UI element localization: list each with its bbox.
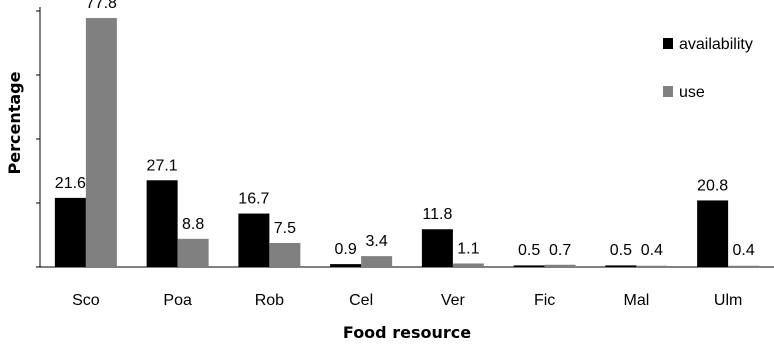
value-labels: 21.6 77.8 27.1 8.8 16.7 7.5 0.9 3.4 11.8 1.1 0.5 0.… [55,0,755,259]
bar-use-mal [636,265,668,267]
bar-use-ulm [728,265,760,267]
data-label-use-fic: 0.7 [549,242,571,259]
legend-swatch-use [663,86,673,97]
bar-availability-cel [330,264,362,267]
data-label-use-mal: 0.4 [641,242,663,259]
bar-use-sco [85,18,117,267]
bar-availability-mal [605,265,637,267]
legend-label-availability: availability [679,36,753,53]
data-label-use-ver: 1.1 [457,240,479,257]
x-tick-label-mal: Mal [623,292,649,309]
data-label-use-rob: 7.5 [274,220,296,237]
x-tick-label-poa: Poa [163,292,192,309]
bar-use-cel [361,256,393,267]
x-tick-label-cel: Cel [349,292,373,309]
data-label-use-ulm: 0.4 [733,242,755,259]
data-label-availability-sco: 21.6 [55,175,86,192]
x-tick-label-rob: Rob [255,292,284,309]
data-label-availability-fic: 0.5 [518,242,540,259]
bar-use-ver [452,263,484,267]
bars [54,18,760,267]
data-label-availability-cel: 0.9 [335,241,357,258]
data-label-availability-poa: 27.1 [147,157,178,174]
bar-availability-sco [54,197,86,267]
legend-label-use: use [679,84,705,101]
bar-availability-ver [421,229,453,267]
legend: availability use [663,36,753,101]
y-axis-title: Percentage [5,71,24,174]
bar-use-rob [269,243,301,267]
bar-availability-fic [513,265,545,267]
bar-availability-ulm [697,200,729,267]
data-label-availability-rob: 16.7 [238,191,269,208]
bar-use-poa [177,238,209,267]
bar-availability-rob [238,213,270,267]
bar-availability-poa [146,180,178,267]
x-tick-labels: Sco Poa Rob Cel Ver Fic Mal Ulm [72,292,742,309]
x-tick-label-sco: Sco [72,292,100,309]
data-label-use-poa: 8.8 [182,216,204,233]
x-axis-title: Food resource [343,323,471,342]
data-label-availability-ulm: 20.8 [697,177,728,194]
legend-swatch-availability [663,38,673,49]
data-label-availability-ver: 11.8 [422,206,452,223]
data-label-use-cel: 3.4 [366,233,388,250]
x-tick-label-ver: Ver [441,292,466,309]
data-label-use-sco: 77.8 [86,0,117,12]
bar-use-fic [544,264,576,267]
x-tick-label-fic: Fic [534,292,555,309]
x-tick-label-ulm: Ulm [714,292,742,309]
data-label-availability-mal: 0.5 [610,242,632,259]
